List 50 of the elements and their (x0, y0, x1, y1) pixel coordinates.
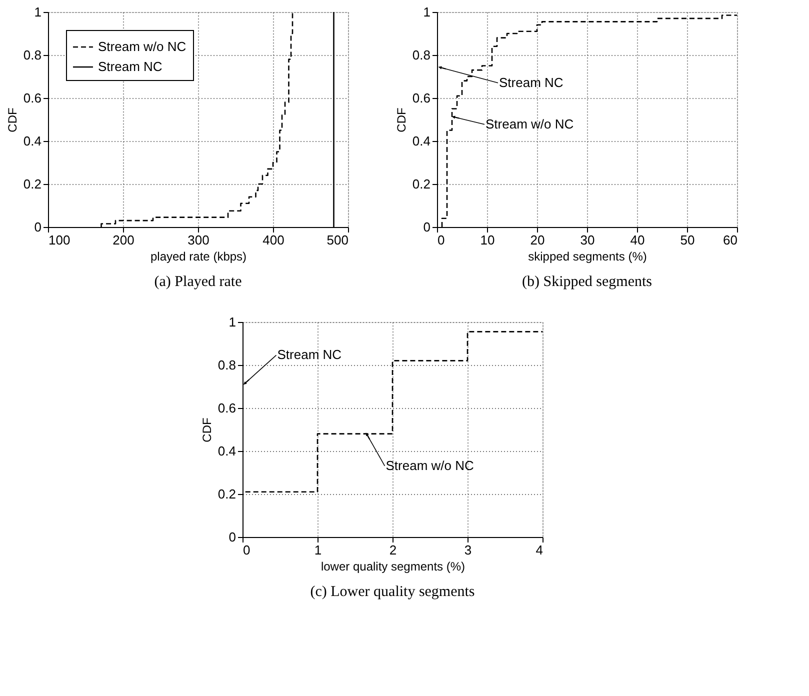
y-tick-label: 0 (228, 530, 236, 544)
y-tick-label: 0.2 (412, 176, 430, 192)
y-tick-label: 1 (423, 4, 430, 20)
x-tick-label: 20 (530, 232, 545, 248)
y-axis-title: CDF (394, 108, 408, 132)
x-tick-label: 3 (464, 542, 472, 558)
x-tick-label: 0 (243, 542, 250, 558)
annotation: Stream w/o NC (486, 116, 574, 132)
x-axis-title: skipped segments (%) (528, 250, 647, 264)
x-tick-label: 300 (188, 232, 210, 248)
x-tick-label: 2 (389, 542, 397, 558)
x-tick-label: 200 (112, 232, 134, 248)
y-tick-label: 0.4 (23, 134, 42, 148)
y-tick-label: 0.8 (412, 48, 430, 62)
y-tick-label: 0 (34, 220, 42, 234)
y-axis-title: CDF (200, 418, 214, 442)
y-tick-label: 1 (228, 314, 236, 330)
x-tick-label: 10 (480, 232, 495, 248)
x-tick-label: 0 (438, 232, 445, 248)
y-tick-label: 0 (423, 220, 430, 234)
text: (b) Skipped segments (522, 274, 652, 290)
y-tick-label: 0.4 (218, 444, 236, 458)
x-tick-label: 1 (314, 542, 322, 558)
y-tick-label: 0.8 (23, 48, 42, 62)
x-tick-label: 30 (580, 232, 595, 248)
y-tick-label: 0.8 (218, 358, 236, 372)
y-tick-label: 0.6 (218, 400, 236, 416)
y-tick-label: 0.2 (218, 486, 236, 502)
x-tick-label: 4 (536, 542, 543, 558)
x-tick-label: 50 (680, 232, 695, 248)
y-tick-label: 0.2 (23, 176, 42, 192)
x-axis-title: lower quality segments (%) (320, 560, 466, 574)
legend-label: Stream NC (98, 59, 162, 74)
x-tick-label: 500 (326, 232, 348, 248)
y-tick-label: 1 (34, 4, 42, 20)
x-tick-label: 40 (630, 232, 645, 248)
y-tick-label: 0.6 (23, 90, 42, 106)
annotation: Stream NC (499, 74, 564, 90)
y-axis-title: CDF (5, 108, 20, 132)
y-tick-label: 0.6 (412, 90, 430, 106)
text: (c) Lower quality segments (310, 584, 475, 600)
y-tick-label: 0.4 (412, 134, 430, 148)
x-tick-label: 400 (262, 232, 284, 248)
x-tick-label: 100 (48, 232, 70, 248)
x-tick-label: 60 (723, 232, 738, 248)
legend-label: Stream w/o NC (98, 39, 186, 54)
x-axis-title: played rate (kbps) (150, 250, 247, 264)
annotation: Stream NC (277, 347, 342, 362)
text: (a) Played rate (154, 274, 242, 290)
annotation: Stream w/o NC (386, 458, 474, 473)
